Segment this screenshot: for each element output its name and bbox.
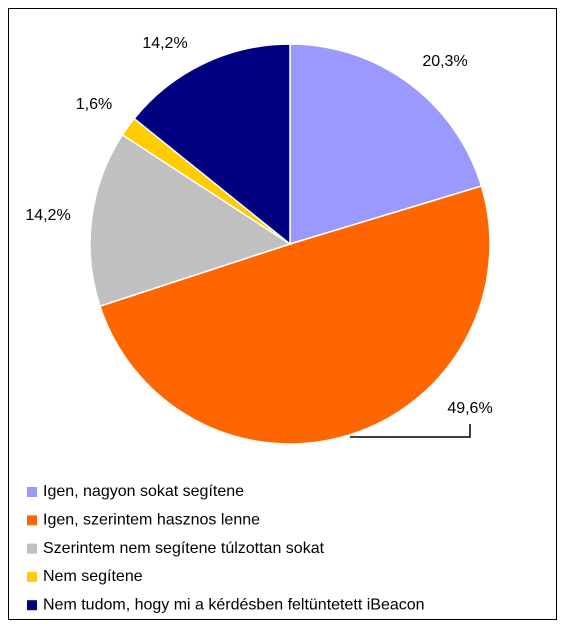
legend-label: Nem segítene bbox=[43, 568, 143, 585]
legend-swatch bbox=[27, 571, 37, 582]
leader-line bbox=[350, 424, 471, 438]
legend-label: Szerintem nem segítene túlzottan sokat bbox=[43, 540, 325, 557]
pie-slice bbox=[289, 43, 483, 246]
pie-slice bbox=[98, 185, 491, 445]
data-label: 14,2% bbox=[25, 207, 70, 224]
data-label: 49,6% bbox=[447, 400, 492, 417]
pie-slice bbox=[133, 43, 291, 246]
data-label: 20,3% bbox=[422, 53, 467, 70]
legend-swatch bbox=[27, 515, 37, 526]
legend-swatch bbox=[27, 600, 37, 611]
data-label: 14,2% bbox=[142, 35, 187, 52]
legend-label: Nem tudom, hogy mi a kérdésben feltüntet… bbox=[43, 596, 425, 613]
legend-label: Igen, szerintem hasznos lenne bbox=[43, 512, 260, 529]
legend-swatch bbox=[27, 543, 37, 554]
legend-label: Igen, nagyon sokat segítene bbox=[43, 483, 244, 500]
legend-swatch bbox=[27, 487, 37, 497]
pie-slice bbox=[89, 133, 292, 308]
data-label: 1,6% bbox=[76, 96, 112, 113]
